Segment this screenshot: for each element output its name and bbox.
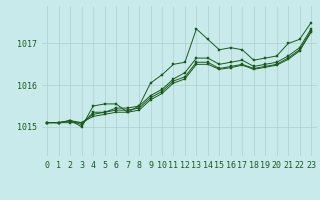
Text: Graphe pression niveau de la mer (hPa): Graphe pression niveau de la mer (hPa) — [41, 182, 279, 192]
